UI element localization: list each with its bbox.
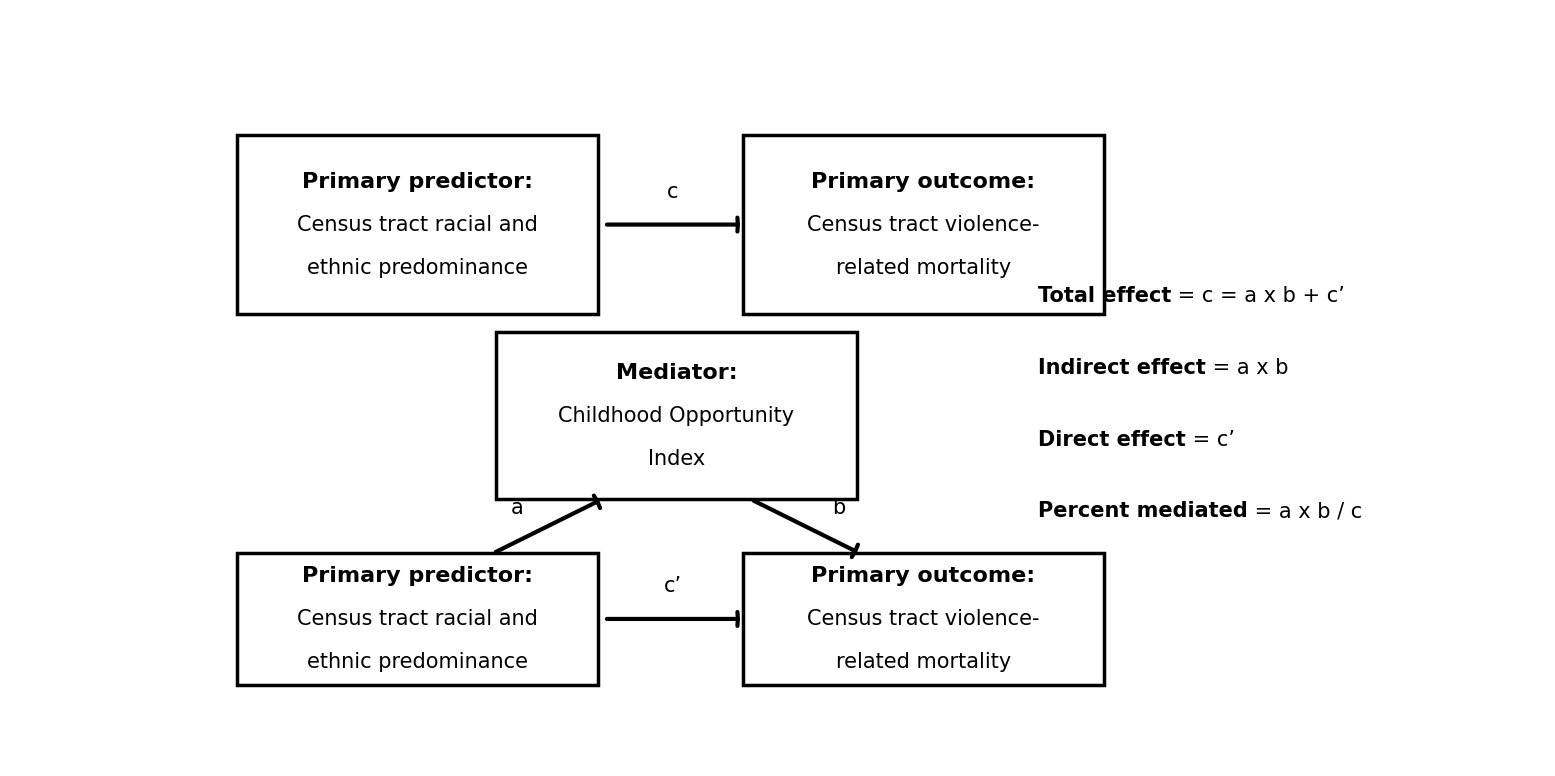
Text: Direct effect: Direct effect: [1039, 430, 1186, 449]
Text: related mortality: related mortality: [837, 652, 1011, 672]
Text: Primary predictor:: Primary predictor:: [302, 566, 533, 586]
Text: Mediator:: Mediator:: [616, 362, 737, 383]
Text: b: b: [832, 498, 846, 518]
Text: = a x b / c: = a x b / c: [1247, 501, 1362, 521]
FancyBboxPatch shape: [743, 135, 1104, 314]
FancyBboxPatch shape: [496, 332, 857, 500]
Text: = a x b: = a x b: [1205, 358, 1289, 378]
Text: Census tract racial and: Census tract racial and: [297, 215, 538, 234]
FancyBboxPatch shape: [236, 135, 599, 314]
Text: = c = a x b + c’: = c = a x b + c’: [1171, 286, 1345, 307]
Text: c’: c’: [664, 576, 683, 596]
Text: related mortality: related mortality: [837, 258, 1011, 278]
Text: Percent mediated: Percent mediated: [1039, 501, 1247, 521]
Text: ethnic predominance: ethnic predominance: [306, 652, 527, 672]
Text: Primary outcome:: Primary outcome:: [812, 566, 1036, 586]
Text: a: a: [512, 498, 524, 518]
Text: Childhood Opportunity: Childhood Opportunity: [558, 406, 795, 426]
Text: Indirect effect: Indirect effect: [1039, 358, 1205, 378]
FancyBboxPatch shape: [236, 553, 599, 684]
Text: Census tract racial and: Census tract racial and: [297, 609, 538, 629]
Text: Total effect: Total effect: [1039, 286, 1171, 307]
Text: Primary predictor:: Primary predictor:: [302, 171, 533, 192]
FancyBboxPatch shape: [743, 553, 1104, 684]
Text: c: c: [667, 182, 678, 202]
Text: Census tract violence-: Census tract violence-: [807, 609, 1040, 629]
Text: Index: Index: [648, 449, 704, 469]
Text: Census tract violence-: Census tract violence-: [807, 215, 1040, 234]
Text: Primary outcome:: Primary outcome:: [812, 171, 1036, 192]
Text: ethnic predominance: ethnic predominance: [306, 258, 527, 278]
Text: = c’: = c’: [1186, 430, 1235, 449]
